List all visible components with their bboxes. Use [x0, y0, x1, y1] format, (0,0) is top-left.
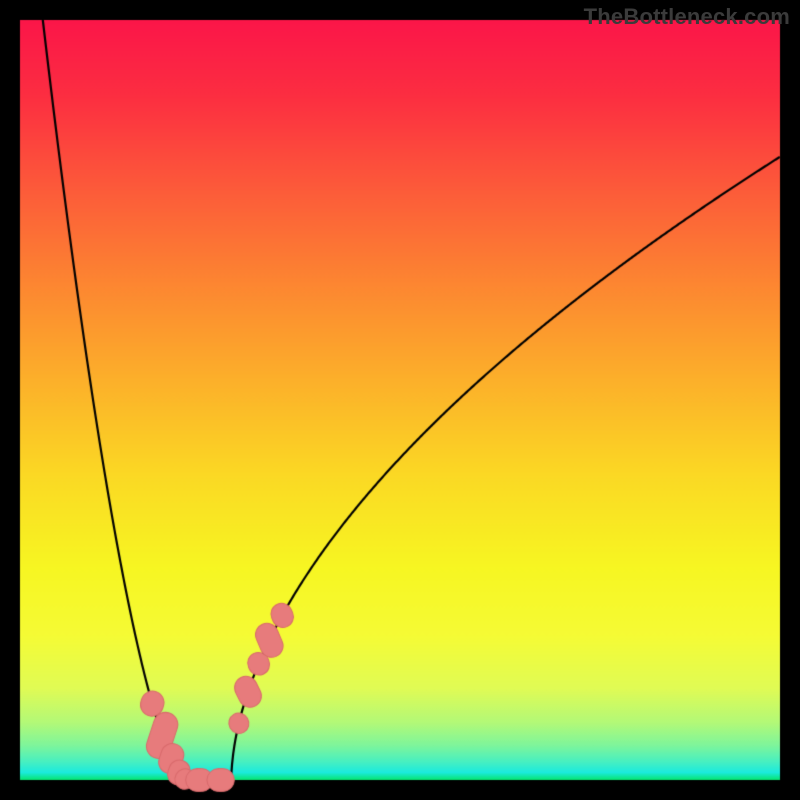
plot-background — [0, 0, 800, 800]
stage: TheBottleneck.com — [0, 0, 800, 800]
watermark-text: TheBottleneck.com — [584, 4, 790, 30]
